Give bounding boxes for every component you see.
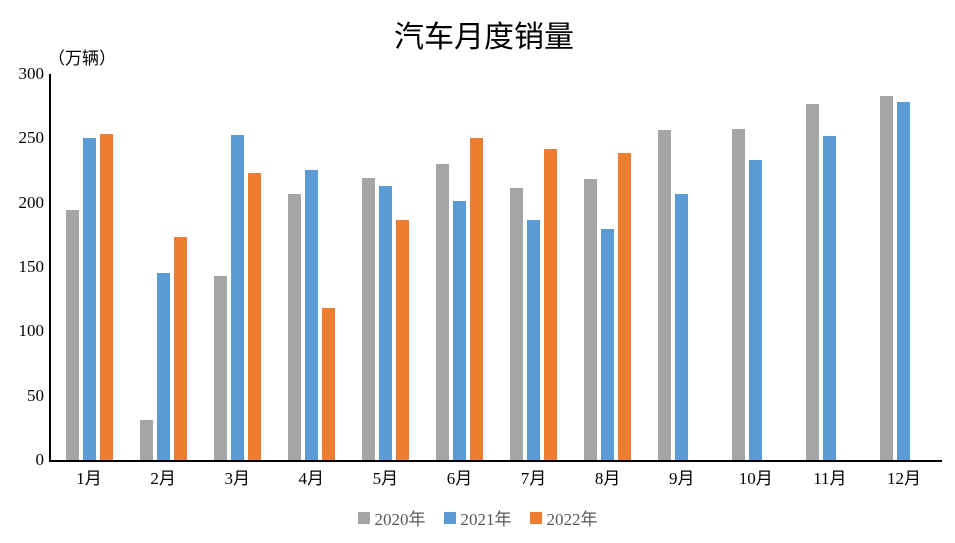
chart-title: 汽车月度销量 [394,21,574,54]
bar-2021年-8月 [601,228,615,460]
bar-2021年-12月 [897,101,911,460]
bar-2020年-4月 [287,193,301,460]
x-tick-label: 9月 [668,469,695,488]
bar-2020年-9月 [658,129,672,460]
x-tick-label: 11月 [813,469,847,488]
bar-2022年-8月 [618,153,632,460]
x-tick-label: 7月 [520,469,547,488]
bar-2021年-5月 [378,186,392,460]
x-tick-label: 4月 [298,469,325,488]
legend: 2020年 2021年 2022年 [0,505,955,530]
x-tick-label: 1月 [76,469,102,488]
bar-2020年-10月 [732,128,746,460]
bar-2020年-1月 [65,210,79,460]
bar-2022年-3月 [247,172,261,460]
y-tick-label: 50 [27,385,44,405]
legend-item-2020年: 2020年 [357,505,426,530]
bar-2022年-1月 [99,134,113,460]
x-tick-label: 5月 [372,469,399,488]
legend-label: 2020年 [374,510,426,529]
legend-item-2021年: 2021年 [443,505,512,530]
bar-2021年-11月 [823,135,837,460]
y-tick-label: 300 [18,64,45,83]
bar-2021年-7月 [527,220,541,460]
x-tick-label: 6月 [446,469,473,488]
x-tick-label: 8月 [594,469,621,488]
bar-2020年-5月 [361,177,375,460]
plot-area [52,74,941,460]
y-tick-label: 150 [18,257,45,276]
x-axis-line [49,460,942,462]
legend-item-2022年: 2022年 [529,505,598,530]
bar-2022年-6月 [469,138,483,460]
bar-2020年-3月 [213,276,227,460]
bar-2021年-3月 [230,135,244,460]
bar-2022年-4月 [321,308,335,460]
legend-label: 2021年 [460,510,512,529]
y-tick-label: 200 [18,192,45,212]
y-axis-unit-label: （万辆） [48,49,116,68]
bar-2021年-9月 [675,194,689,460]
bar-2020年-2月 [139,420,153,460]
y-tick-label: 250 [18,128,45,148]
y-tick-label: 100 [18,321,45,341]
bar-2022年-2月 [173,236,187,460]
bar-2020年-7月 [510,188,524,460]
bar-2020年-11月 [806,103,820,460]
x-tick-label: 10月 [738,469,773,488]
bar-2021年-10月 [749,159,763,460]
x-tick-label: 3月 [224,469,250,488]
bar-2022年-5月 [395,220,409,460]
legend-swatch-icon [357,511,370,524]
legend-swatch-icon [529,511,542,524]
bar-2020年-8月 [584,178,598,460]
bar-2021年-1月 [82,137,96,460]
x-tick-label: 12月 [886,469,921,488]
bar-2020年-12月 [880,95,894,460]
bar-2020年-6月 [435,164,449,460]
legend-swatch-icon [443,511,456,524]
bar-2021年-6月 [452,200,466,460]
x-tick-label: 2月 [150,469,176,488]
y-axis-line [49,74,51,462]
bar-2022年-7月 [544,148,558,460]
legend-label: 2022年 [546,510,598,529]
y-tick-label: 0 [35,450,45,469]
bar-2021年-2月 [156,272,170,460]
bar-2021年-4月 [304,170,318,460]
